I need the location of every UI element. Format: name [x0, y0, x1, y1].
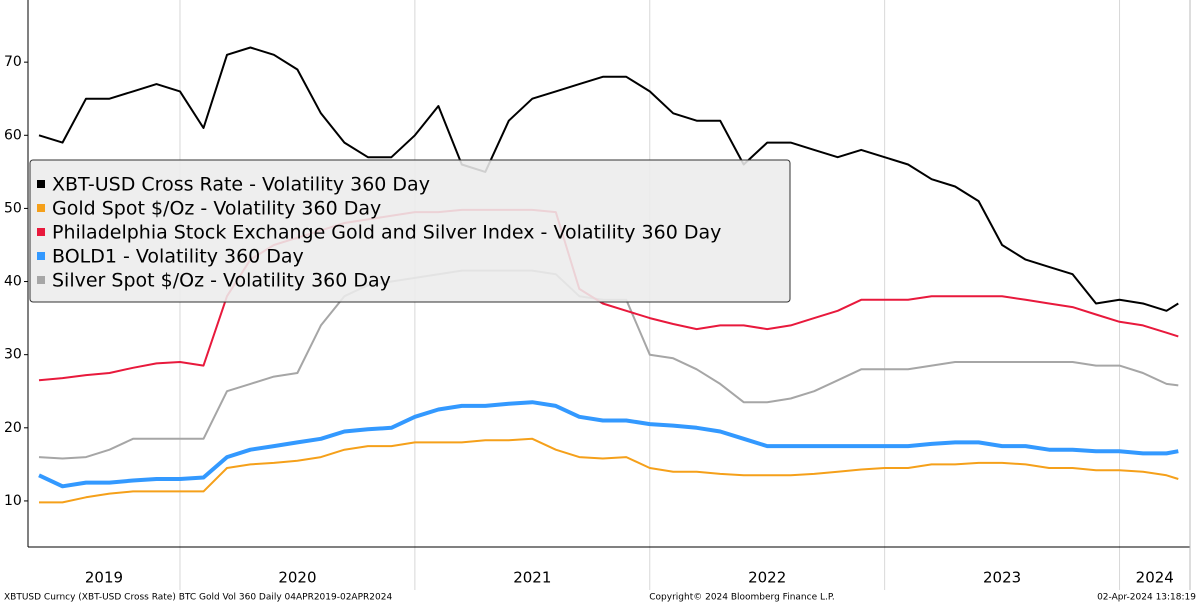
footer-center: Copyright© 2024 Bloomberg Finance L.P.: [649, 593, 834, 603]
legend-swatch: [37, 180, 45, 188]
y-tick-label: 30: [4, 347, 22, 363]
footer-right: 02-Apr-2024 13:18:19: [1097, 593, 1196, 603]
legend-label: Silver Spot $/Oz - Volatility 360 Day: [52, 270, 391, 292]
y-tick-label: 20: [4, 420, 22, 436]
y-tick-label: 50: [4, 200, 22, 216]
legend-swatch: [37, 276, 45, 284]
y-tick-label: 70: [4, 54, 22, 70]
series-line: [39, 437, 1179, 504]
series-line: [38, 46, 1179, 312]
y-tick-label: 60: [4, 127, 22, 143]
y-tick-label: 40: [4, 274, 22, 290]
legend-label: XBT-USD Cross Rate - Volatility 360 Day: [52, 174, 430, 196]
x-tick-label: 2024: [1136, 569, 1174, 587]
legend-label: Gold Spot $/Oz - Volatility 360 Day: [52, 198, 381, 220]
x-tick-label: 2022: [748, 569, 786, 587]
legend: XBT-USD Cross Rate - Volatility 360 DayG…: [29, 159, 791, 303]
x-tick-label: 2023: [983, 569, 1021, 587]
legend-box: [29, 159, 791, 303]
y-tick-label: 10: [4, 493, 22, 509]
x-tick-label: 2020: [278, 569, 316, 587]
legend-swatch: [37, 252, 45, 260]
series-line: [38, 400, 1179, 489]
legend-label: BOLD1 - Volatility 360 Day: [52, 246, 304, 268]
legend-label: Philadelphia Stock Exchange Gold and Sil…: [52, 222, 721, 244]
legend-swatch: [37, 204, 45, 212]
legend-swatch: [37, 228, 45, 236]
x-tick-label: 2021: [513, 569, 551, 587]
footer-left: XBTUSD Curncy (XBT-USD Cross Rate) BTC G…: [4, 593, 392, 603]
x-tick-label: 2019: [85, 569, 123, 587]
